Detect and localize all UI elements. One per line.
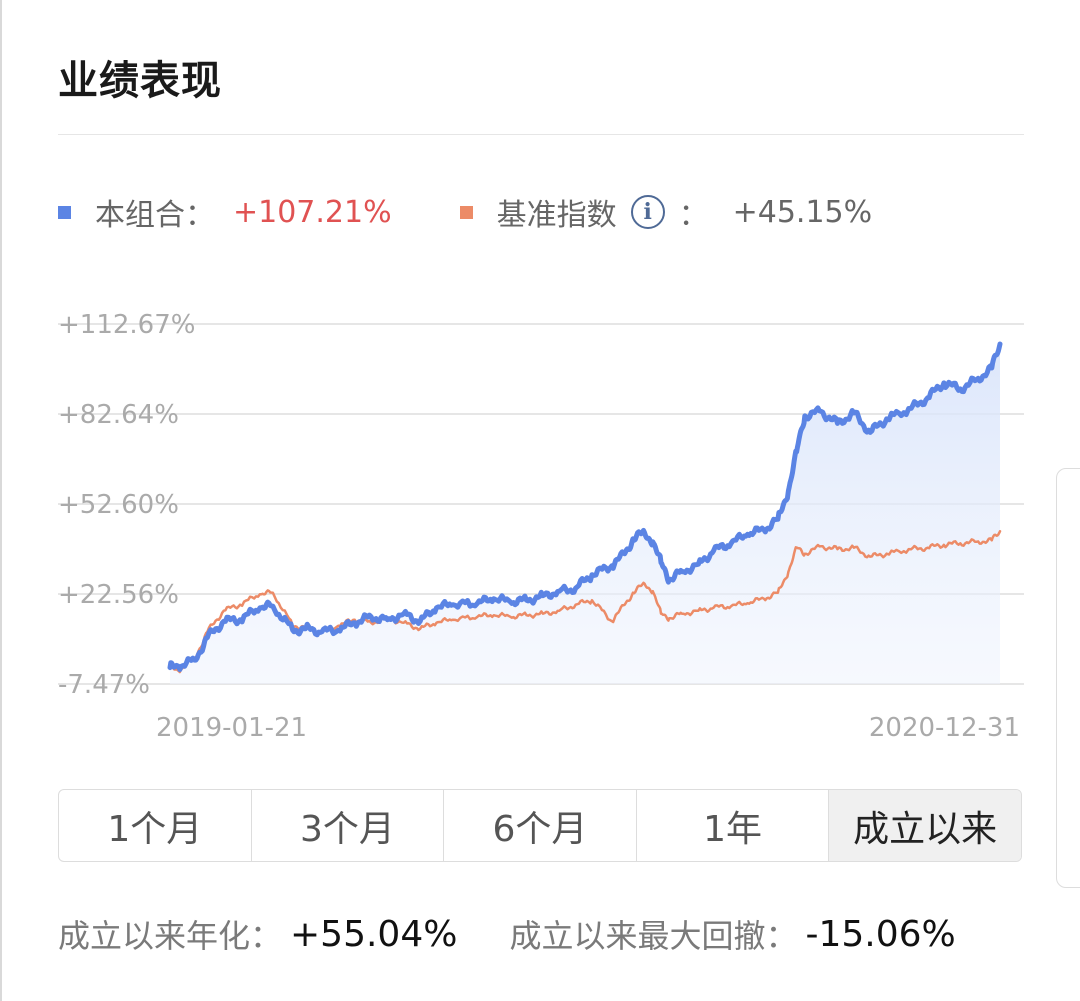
performance-chart: +112.67% +82.64% +52.60% +22.56% -7.47%2019-… — [58, 310, 1024, 743]
tab-period[interactable]: 1年 — [637, 790, 830, 861]
y-tick-label: -7.47% — [58, 670, 150, 700]
benchmark-separator: ： — [678, 198, 709, 233]
tab-period[interactable]: 6个月 — [444, 790, 637, 861]
annualized-value: +55.04% — [290, 913, 458, 955]
portfolio-return: +107.21% — [233, 194, 392, 230]
info-icon[interactable]: i — [630, 195, 665, 229]
period-tabs: 1个月 3个月 6个月 1年 成立以来 — [58, 789, 1022, 862]
benchmark-label: 基准指数 — [496, 198, 617, 233]
left-edge-border — [0, 0, 2, 1001]
tab-period[interactable]: 3个月 — [252, 790, 445, 861]
portfolio-series-line — [167, 341, 1003, 673]
performance-stats: 成立以来年化： +55.04% 成立以来最大回撤： -15.06% — [58, 910, 956, 958]
title-divider — [58, 134, 1024, 135]
chart-legend: 本组合： +107.21% 基准指数 i ： +45.15% — [58, 190, 872, 234]
y-tick-label: +22.56% — [58, 580, 179, 610]
x-tick-label: 2020-12-31 — [869, 713, 1020, 743]
benchmark-swatch — [459, 205, 473, 219]
tab-period[interactable]: 成立以来 — [829, 790, 1021, 861]
max-drawdown-label: 成立以来最大回撤： — [509, 917, 798, 955]
side-card-edge — [1056, 468, 1080, 888]
y-tick-label: +112.67% — [58, 310, 195, 340]
portfolio-swatch — [58, 205, 71, 219]
y-tick-label: +82.64% — [58, 400, 179, 430]
page-title: 业绩表现 — [58, 58, 222, 104]
portfolio-area — [170, 344, 1000, 684]
benchmark-return: +45.15% — [732, 194, 873, 230]
annualized-label: 成立以来年化： — [58, 917, 283, 955]
y-tick-label: +52.60% — [58, 490, 179, 520]
max-drawdown-value: -15.06% — [805, 913, 956, 955]
x-tick-label: 2019-01-21 — [156, 713, 307, 743]
portfolio-label: 本组合： — [95, 198, 215, 233]
tab-period[interactable]: 1个月 — [59, 790, 252, 861]
